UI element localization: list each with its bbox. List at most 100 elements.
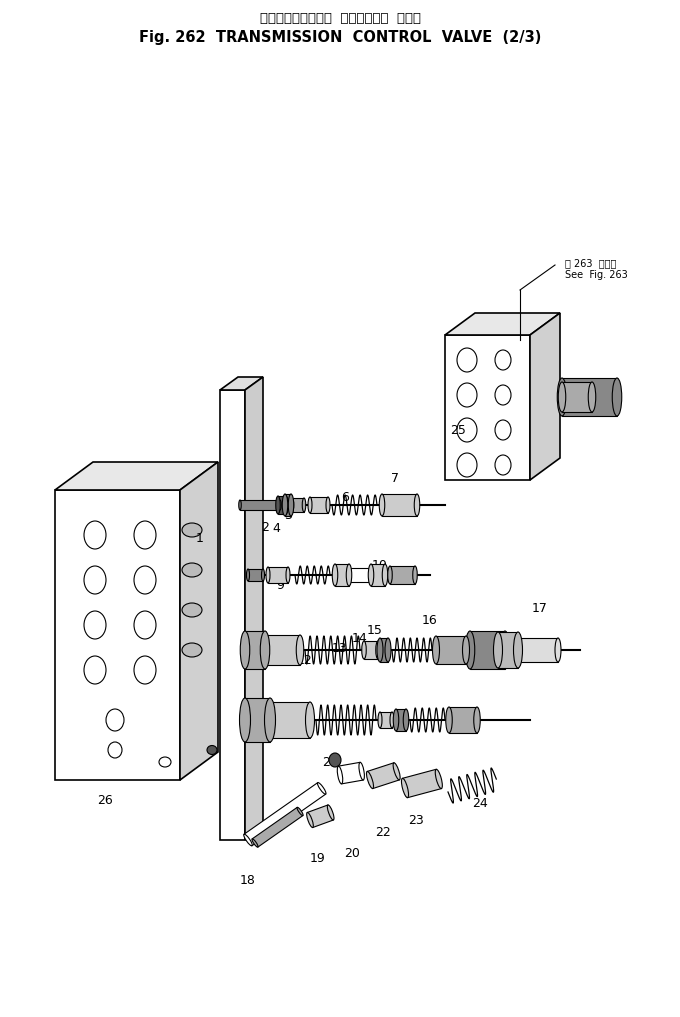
Ellipse shape <box>457 418 477 442</box>
Text: 13: 13 <box>332 642 348 655</box>
Ellipse shape <box>379 494 385 516</box>
Ellipse shape <box>384 569 387 582</box>
Polygon shape <box>498 632 518 668</box>
Polygon shape <box>498 638 558 662</box>
Text: 25: 25 <box>450 423 466 436</box>
Ellipse shape <box>495 385 511 405</box>
Text: 22: 22 <box>375 826 391 838</box>
Ellipse shape <box>462 636 469 664</box>
Polygon shape <box>55 462 218 490</box>
Ellipse shape <box>297 807 303 816</box>
Ellipse shape <box>393 763 400 780</box>
Text: 21: 21 <box>322 756 338 769</box>
Polygon shape <box>268 567 288 583</box>
Ellipse shape <box>326 497 330 513</box>
Ellipse shape <box>495 638 501 662</box>
Text: 16: 16 <box>422 613 438 626</box>
Polygon shape <box>292 498 304 512</box>
Ellipse shape <box>276 496 280 514</box>
Ellipse shape <box>557 378 566 416</box>
Ellipse shape <box>252 839 258 847</box>
Text: 10: 10 <box>372 558 388 572</box>
Ellipse shape <box>296 635 304 665</box>
Ellipse shape <box>241 702 250 738</box>
Ellipse shape <box>457 383 477 407</box>
Text: 14: 14 <box>352 632 368 645</box>
Ellipse shape <box>134 566 156 594</box>
Polygon shape <box>445 313 560 335</box>
Text: 2: 2 <box>261 521 269 534</box>
Polygon shape <box>396 709 406 731</box>
Polygon shape <box>445 335 530 480</box>
Polygon shape <box>335 564 349 586</box>
Polygon shape <box>248 569 263 581</box>
Ellipse shape <box>262 569 265 581</box>
Polygon shape <box>310 497 328 513</box>
Ellipse shape <box>474 707 480 733</box>
Text: 23: 23 <box>408 814 424 827</box>
Ellipse shape <box>385 638 391 662</box>
Polygon shape <box>285 494 291 516</box>
Polygon shape <box>245 631 265 669</box>
Ellipse shape <box>494 632 503 668</box>
Ellipse shape <box>241 635 249 665</box>
Ellipse shape <box>612 378 622 416</box>
Ellipse shape <box>333 564 338 586</box>
Polygon shape <box>390 566 415 584</box>
Ellipse shape <box>327 804 334 820</box>
Polygon shape <box>382 494 417 516</box>
Polygon shape <box>436 636 466 664</box>
Ellipse shape <box>369 564 374 586</box>
Ellipse shape <box>500 631 510 669</box>
Ellipse shape <box>495 350 511 370</box>
Ellipse shape <box>465 631 475 669</box>
Polygon shape <box>335 569 385 582</box>
Text: 8: 8 <box>248 585 256 598</box>
Text: 17: 17 <box>532 601 548 614</box>
Ellipse shape <box>134 521 156 549</box>
Polygon shape <box>307 805 333 828</box>
Ellipse shape <box>337 766 343 784</box>
Ellipse shape <box>359 763 364 780</box>
Polygon shape <box>278 496 286 514</box>
Polygon shape <box>562 378 617 416</box>
Ellipse shape <box>207 745 217 755</box>
Ellipse shape <box>266 567 270 583</box>
Polygon shape <box>380 712 392 728</box>
Ellipse shape <box>108 742 122 758</box>
Text: 9: 9 <box>276 579 284 592</box>
Ellipse shape <box>307 813 313 828</box>
Polygon shape <box>55 490 180 780</box>
Ellipse shape <box>414 494 420 516</box>
Ellipse shape <box>388 566 392 584</box>
Text: 12: 12 <box>297 654 313 666</box>
Ellipse shape <box>382 564 388 586</box>
Polygon shape <box>252 807 303 847</box>
Polygon shape <box>244 783 326 846</box>
Ellipse shape <box>239 500 241 510</box>
Ellipse shape <box>279 500 282 510</box>
Ellipse shape <box>286 567 290 583</box>
Ellipse shape <box>282 494 288 516</box>
Ellipse shape <box>182 643 202 657</box>
Ellipse shape <box>446 707 452 733</box>
Ellipse shape <box>106 709 124 731</box>
Text: 4: 4 <box>272 522 280 535</box>
Polygon shape <box>364 641 378 659</box>
Ellipse shape <box>377 638 383 662</box>
Ellipse shape <box>134 656 156 684</box>
Ellipse shape <box>290 498 294 512</box>
Text: 5: 5 <box>309 503 317 517</box>
Text: 図 263  図参照: 図 263 図参照 <box>565 258 616 268</box>
Ellipse shape <box>239 698 250 742</box>
Ellipse shape <box>288 494 294 516</box>
Text: 7: 7 <box>391 472 399 484</box>
Ellipse shape <box>318 782 326 794</box>
Polygon shape <box>245 702 310 738</box>
Ellipse shape <box>243 834 252 846</box>
Text: 3: 3 <box>284 508 292 522</box>
Polygon shape <box>220 377 263 390</box>
Ellipse shape <box>159 757 171 767</box>
Ellipse shape <box>376 641 380 659</box>
Ellipse shape <box>367 772 373 788</box>
